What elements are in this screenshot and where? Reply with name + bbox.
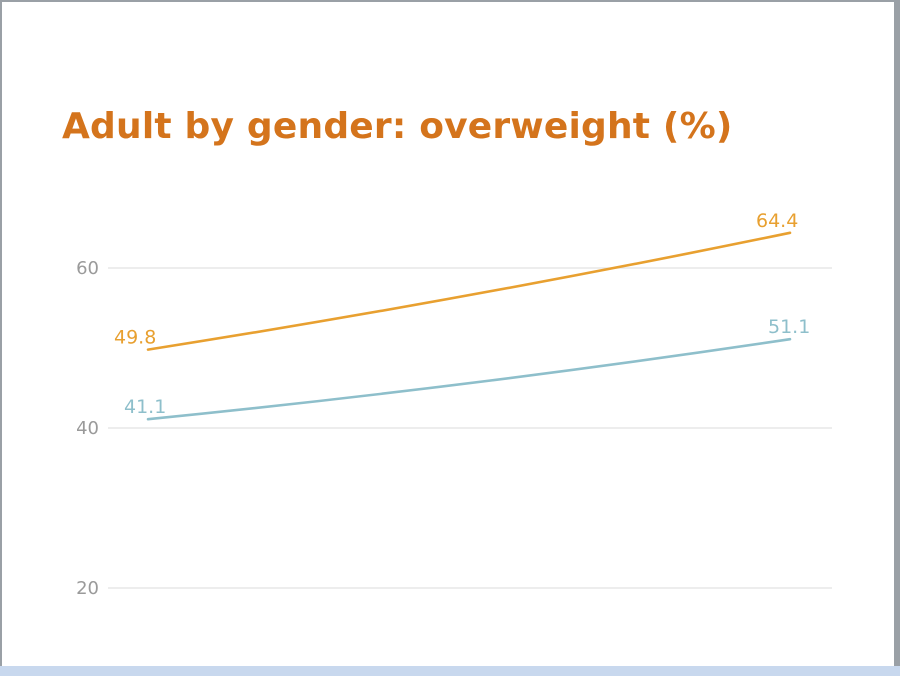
y-tick-label-40: 40	[76, 418, 99, 439]
grid-layer: 20 40 60	[76, 258, 832, 599]
chart-title: Adult by gender: overweight (%)	[62, 106, 733, 147]
series-line-1	[146, 337, 792, 421]
data-label-1-1: 51.1	[768, 316, 810, 338]
bottom-bar	[0, 666, 900, 676]
series-layer	[146, 231, 792, 421]
slide-background	[2, 2, 894, 666]
y-tick-label-60: 60	[76, 258, 99, 279]
data-label-0-0: 49.8	[114, 327, 156, 349]
y-tick-label-20: 20	[76, 578, 99, 599]
series-line-0	[146, 231, 792, 351]
data-label-0-1: 64.4	[756, 210, 798, 232]
data-label-1-0: 41.1	[124, 396, 166, 418]
label-layer: 49.8 64.4 41.1 51.1	[114, 210, 810, 418]
